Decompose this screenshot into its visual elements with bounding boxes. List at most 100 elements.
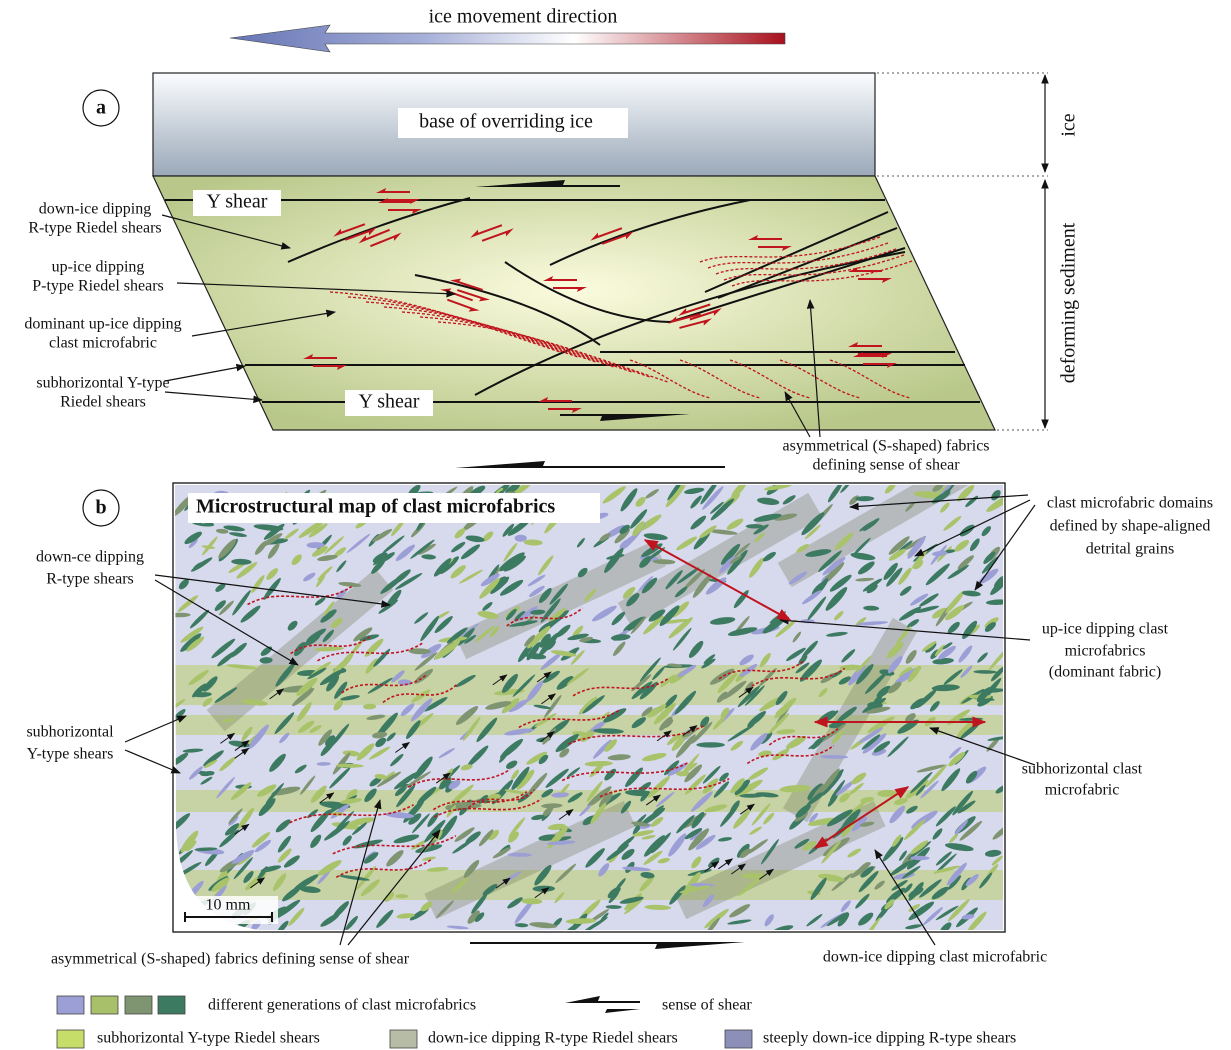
grain: [631, 674, 652, 692]
grain: [307, 667, 327, 680]
grain: [779, 784, 812, 793]
grain: [737, 876, 763, 897]
grain: [217, 651, 236, 667]
grain: [364, 788, 377, 803]
r-shear-band: [777, 485, 983, 588]
grain: [948, 746, 962, 759]
grain: [228, 816, 239, 826]
red-half-arrow: [590, 227, 623, 241]
grain: [915, 784, 926, 796]
grain: [961, 914, 975, 920]
red-shear-pair: [590, 227, 634, 245]
grain: [203, 676, 218, 692]
grain: [888, 548, 907, 561]
shear-arrow: [539, 731, 555, 743]
grain: [544, 694, 562, 718]
grain: [566, 668, 589, 685]
grain: [840, 485, 851, 493]
grain: [527, 625, 551, 649]
grain: [411, 689, 431, 703]
grain: [271, 786, 301, 796]
s-fabric: [718, 660, 805, 680]
grain: [717, 837, 733, 842]
grain: [319, 669, 344, 686]
legend-swatches: [56, 995, 753, 1049]
grain: [540, 652, 562, 670]
grain: [847, 848, 862, 858]
grain: [410, 539, 435, 559]
grain: [719, 772, 729, 782]
grain: [667, 485, 686, 501]
grain: [248, 724, 269, 750]
grain: [820, 754, 849, 759]
grain: [834, 611, 844, 621]
s-fabric: [317, 642, 424, 662]
y-shear-label: Y shear: [359, 391, 420, 413]
red-shear-pair: [678, 303, 722, 321]
grain: [547, 823, 566, 831]
grain: [631, 821, 650, 827]
grain: [410, 698, 433, 722]
grain: [713, 781, 730, 798]
grain: [275, 819, 291, 833]
grain: [704, 804, 728, 813]
grain: [186, 636, 205, 652]
grain: [586, 780, 603, 803]
grain: [592, 739, 612, 759]
grain: [710, 498, 735, 521]
grain: [482, 531, 494, 542]
grain: [914, 605, 940, 614]
grain: [291, 554, 302, 566]
grain: [603, 708, 627, 723]
grain: [310, 834, 322, 848]
grain: [367, 677, 393, 694]
red-shear-pair: [748, 235, 792, 251]
grain: [251, 575, 265, 593]
grain: [805, 549, 832, 557]
grain: [318, 729, 333, 746]
grain: [858, 871, 879, 893]
grain: [910, 593, 929, 606]
shear-arrow: [234, 747, 250, 759]
grain: [454, 528, 466, 539]
grain: [502, 673, 518, 693]
red-half-arrow: [457, 289, 490, 302]
grain: [663, 760, 680, 776]
annotation: clast microfabric domains: [1047, 495, 1213, 512]
grain: [774, 697, 797, 719]
grain: [734, 779, 751, 796]
red-half-arrow: [344, 227, 377, 241]
grain: [340, 695, 360, 701]
grain: [375, 737, 387, 748]
grain: [223, 525, 245, 532]
s-fabric: [341, 674, 427, 694]
grain: [514, 611, 526, 622]
grain: [554, 892, 565, 904]
grain: [424, 697, 448, 712]
grain: [351, 822, 368, 836]
grain: [353, 627, 373, 642]
grain: [455, 706, 479, 725]
grain: [211, 638, 236, 659]
grain: [499, 579, 524, 596]
grain: [667, 663, 683, 668]
grain: [717, 672, 738, 694]
grain: [669, 885, 686, 905]
grain: [904, 883, 913, 893]
shear-arrow: [759, 868, 775, 880]
grain: [267, 543, 280, 559]
grain: [312, 546, 328, 557]
leader-line: [779, 616, 1031, 641]
grain: [876, 685, 891, 698]
grain: [935, 851, 952, 866]
grain: [180, 626, 204, 643]
grain: [668, 617, 693, 639]
grain: [637, 782, 652, 793]
s-fabric: [335, 858, 432, 879]
grain: [831, 730, 844, 744]
grain: [763, 485, 793, 491]
leader-line: [806, 299, 821, 438]
grain: [263, 523, 285, 540]
s-fabric: [467, 789, 535, 809]
red-shear-pair: [470, 224, 514, 242]
